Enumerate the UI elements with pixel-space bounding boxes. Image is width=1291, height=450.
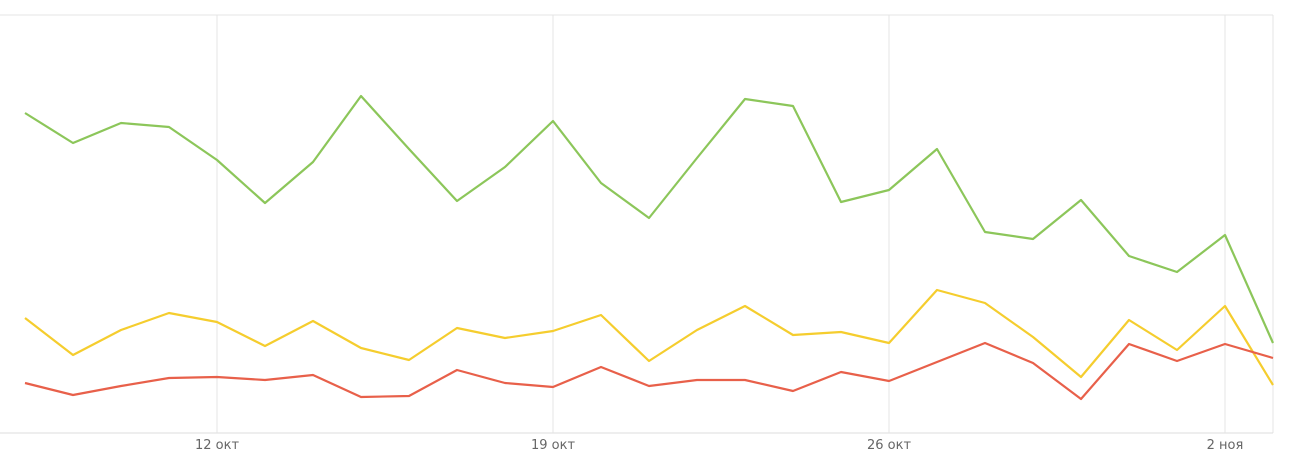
series-line xyxy=(24,288,1274,386)
x-tick-label: 19 окт xyxy=(531,438,575,450)
series-line xyxy=(24,341,1274,401)
series-line xyxy=(24,94,1275,344)
x-tick-label: 2 ноя xyxy=(1207,438,1244,450)
x-tick-label: 26 окт xyxy=(867,438,911,450)
x-tick-label: 12 окт xyxy=(195,438,239,450)
